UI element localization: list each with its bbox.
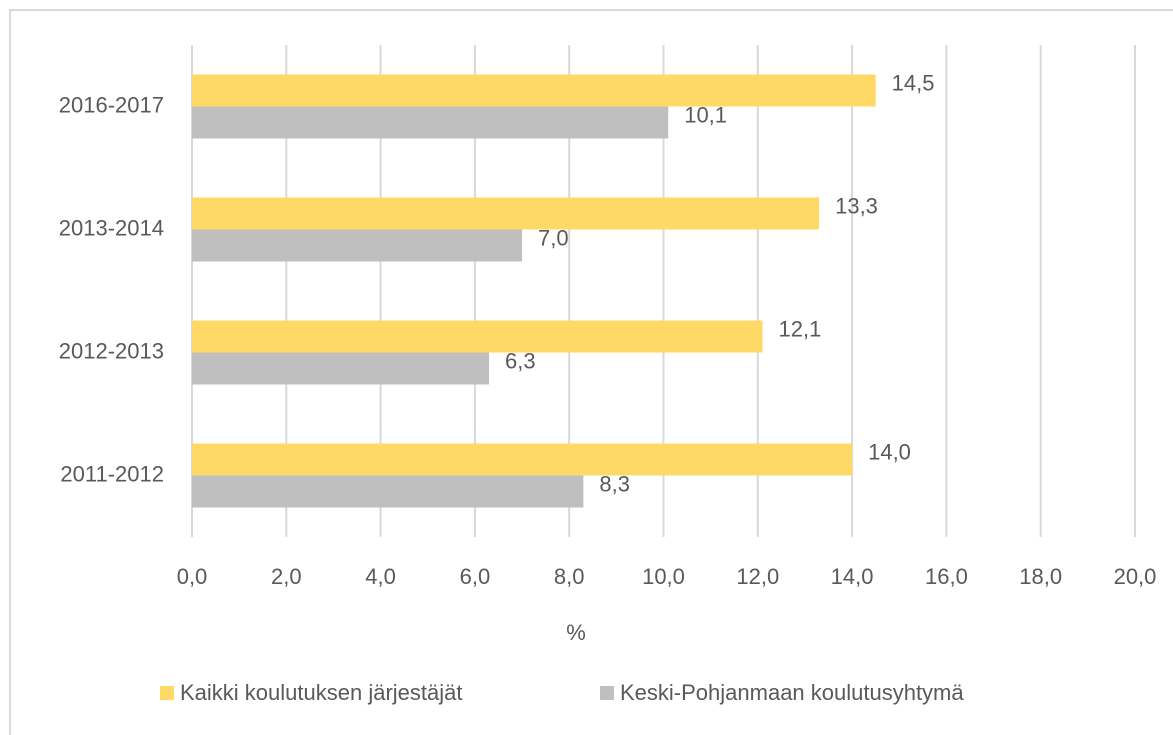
data-label: 14,0 [868, 439, 911, 464]
data-label: 8,3 [599, 471, 630, 496]
x-tick-label: 8,0 [554, 564, 585, 589]
x-tick-label: 18,0 [1019, 564, 1062, 589]
legend-label: Keski-Pohjanmaan koulutusyhtymä [620, 680, 964, 705]
data-label: 12,1 [779, 316, 822, 341]
x-tick-label: 4,0 [365, 564, 396, 589]
legend-swatch [600, 686, 614, 700]
bar [192, 352, 490, 385]
data-label: 6,3 [505, 348, 536, 373]
y-tick-label: 2012-2013 [59, 338, 164, 363]
x-tick-label: 10,0 [642, 564, 685, 589]
legend-swatch [160, 686, 174, 700]
y-tick-label: 2013-2014 [59, 215, 164, 240]
x-tick-label: 12,0 [736, 564, 779, 589]
x-tick-label: 16,0 [925, 564, 968, 589]
data-label: 10,1 [684, 102, 727, 127]
data-label: 13,3 [835, 193, 878, 218]
x-tick-label: 14,0 [831, 564, 874, 589]
bar [192, 197, 820, 230]
x-axis-label: % [566, 620, 586, 645]
bar [192, 74, 876, 107]
bar [192, 443, 853, 476]
legend-label: Kaikki koulutuksen järjestäjät [180, 680, 462, 705]
data-label: 7,0 [538, 225, 569, 250]
y-tick-label: 2011-2012 [60, 461, 164, 486]
bar [192, 475, 584, 508]
y-tick-label: 2016-2017 [59, 92, 164, 117]
bar [192, 229, 523, 262]
x-tick-label: 0,0 [177, 564, 208, 589]
bar [192, 106, 669, 139]
x-tick-label: 6,0 [460, 564, 491, 589]
x-tick-label: 20,0 [1114, 564, 1157, 589]
x-tick-label: 2,0 [271, 564, 302, 589]
data-label: 14,5 [892, 70, 935, 95]
bar [192, 320, 763, 353]
